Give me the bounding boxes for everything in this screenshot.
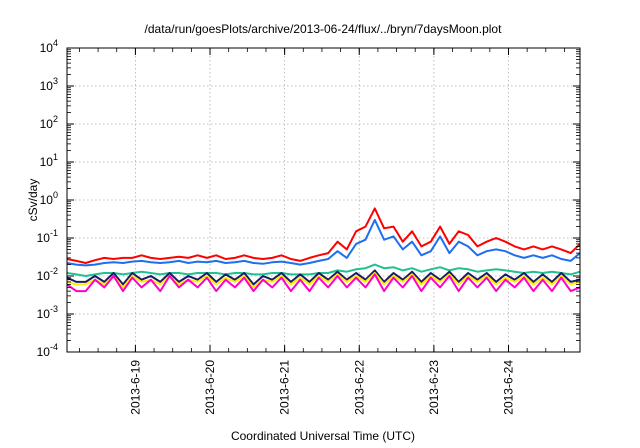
series-layer [66, 207, 581, 293]
y-tick-label: 103 [40, 76, 58, 93]
x-axis-label: Coordinated Universal Time (UTC) [231, 429, 415, 443]
series-line-1 [66, 207, 581, 264]
series-line-3 [66, 263, 581, 277]
y-tick-label: 101 [40, 152, 58, 169]
y-axis-label: cSv/day [26, 179, 40, 222]
y-tick-label: 10-3 [37, 304, 58, 321]
y-axis: 10-4 10-3 10-2 10-1 100 101 102 103 104 [37, 38, 580, 359]
y-tick-label: 10-2 [37, 266, 58, 283]
series-line-4 [66, 269, 581, 286]
x-tick-label: 2013-6-21 [278, 360, 292, 415]
y-tick-label: 10-1 [37, 228, 58, 245]
x-tick-label: 2013-6-19 [128, 360, 142, 415]
y-tick-label: 104 [40, 38, 58, 55]
y-tick-label: 100 [40, 190, 58, 207]
series-line-2 [66, 218, 581, 267]
x-tick-label: 2013-6-24 [501, 360, 515, 415]
x-tick-label: 2013-6-20 [203, 360, 217, 415]
chart-title: /data/run/goesPlots/archive/2013-06-24/f… [145, 22, 503, 36]
y-tick-label: 102 [40, 114, 58, 131]
x-axis: 2013-6-19 2013-6-20 2013-6-21 2013-6-22 2013… [79, 48, 565, 415]
grid [67, 48, 580, 352]
x-tick-label: 2013-6-22 [352, 360, 366, 415]
x-tick-label: 2013-6-23 [427, 360, 441, 415]
series-line-6 [66, 273, 581, 293]
y-tick-label: 10-4 [37, 342, 58, 359]
